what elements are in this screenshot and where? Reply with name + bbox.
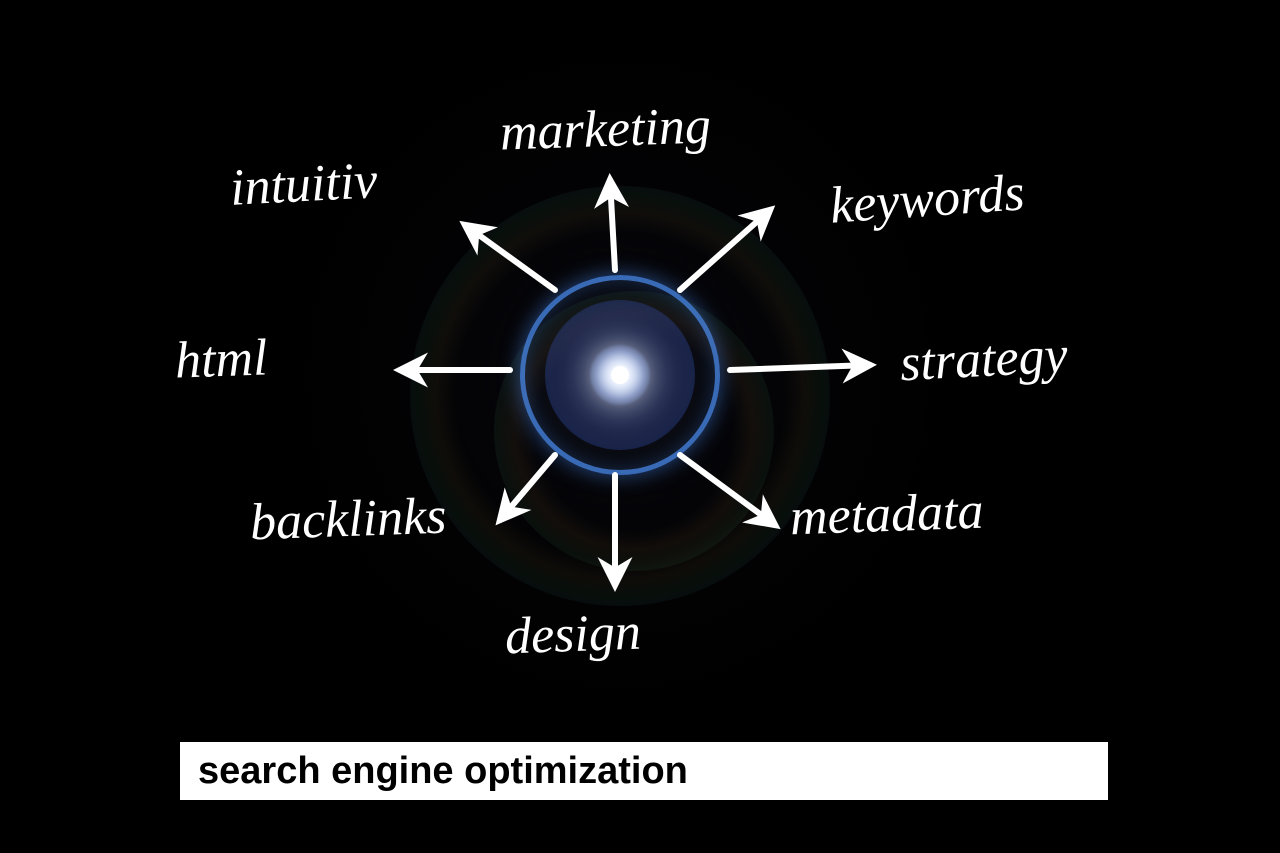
node-html: html — [174, 328, 268, 390]
node-backlinks: backlinks — [249, 487, 447, 553]
lens-halo-inner — [494, 291, 774, 571]
arrow-backlinks — [500, 455, 555, 520]
node-strategy: strategy — [899, 326, 1069, 394]
arrow-metadata — [680, 455, 775, 525]
node-keywords: keywords — [828, 163, 1026, 235]
node-marketing: marketing — [499, 96, 712, 162]
caption-bar: search engine optimization — [180, 742, 1108, 800]
caption-text: search engine optimization — [198, 750, 688, 793]
node-metadata: metadata — [789, 482, 984, 548]
glow-core — [590, 345, 650, 405]
arrow-marketing — [610, 180, 615, 270]
glow-ring — [520, 275, 720, 475]
node-design: design — [504, 603, 642, 667]
arrow-strategy — [730, 365, 870, 370]
arrow-intuitiv — [465, 225, 555, 290]
lens-halo — [410, 186, 830, 606]
node-intuitiv: intuitiv — [229, 151, 379, 218]
arrow-keywords — [680, 210, 770, 290]
glow-core-bright — [611, 366, 629, 384]
glow-ring-fill — [545, 300, 695, 450]
